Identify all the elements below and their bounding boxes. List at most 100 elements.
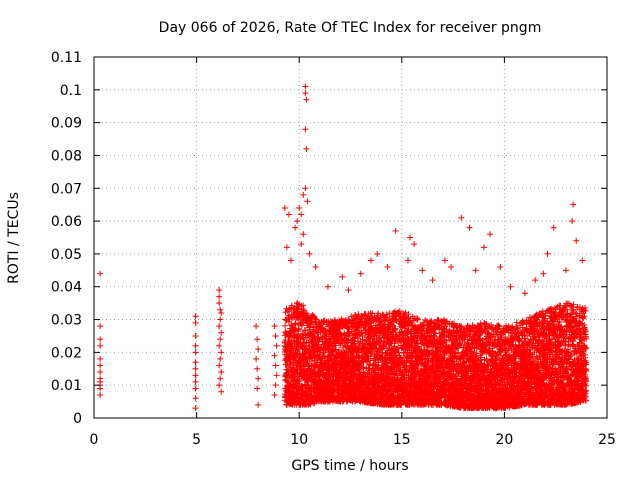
chart-title: Day 066 of 2026, Rate Of TEC Index for r… [159,20,542,36]
data-point [411,241,418,248]
data-point [292,224,299,231]
data-point [294,332,301,339]
data-point [255,375,262,382]
data-point [216,300,223,307]
data-point [192,385,199,392]
data-point [283,244,290,251]
data-point [307,353,314,360]
data-point [302,90,309,97]
data-point [216,382,223,389]
data-point [272,362,279,369]
data-point [272,382,279,389]
data-point [296,204,303,211]
data-point [288,338,295,345]
data-point [271,352,278,359]
data-point [404,257,411,264]
data-point [521,290,528,297]
data-point [217,375,224,382]
data-point [192,365,199,372]
data-point [253,355,260,362]
data-point [339,273,346,280]
data-point [97,323,104,330]
data-point [192,332,199,339]
data-point [458,214,465,221]
data-points [97,83,590,412]
data-point [97,355,104,362]
data-point [414,316,421,323]
data-point [392,227,399,234]
data-point [544,250,551,257]
data-point [540,270,547,277]
data-point [192,378,199,385]
data-point [329,347,336,354]
data-point [255,346,262,353]
data-point [291,321,298,328]
data-point [281,204,288,211]
data-point [192,319,199,326]
data-point [304,198,311,205]
data-point [217,306,224,313]
data-point [254,385,261,392]
data-point [192,359,199,366]
data-point [216,342,223,349]
data-point [323,319,330,326]
data-point [332,342,339,349]
data-point [97,369,104,376]
data-point [340,344,347,351]
data-point [497,264,504,271]
data-point [97,362,104,369]
data-point [218,309,225,316]
data-point [218,369,225,376]
data-point [255,401,262,408]
data-point [254,365,261,372]
data-point [306,250,313,257]
data-point [344,329,351,336]
data-point [550,224,557,231]
data-point [294,218,301,225]
data-point [271,392,278,399]
data-point [480,244,487,251]
data-point [217,316,224,323]
data-point [192,405,199,412]
data-point [302,83,309,90]
data-point [217,336,224,343]
data-point [532,277,539,284]
data-point [466,224,473,231]
data-point [345,287,352,294]
data-point [507,283,514,290]
data-point [384,264,391,271]
data-point [429,277,436,284]
data-point [285,318,292,325]
data-point [192,372,199,379]
data-point [487,231,494,238]
data-point [300,191,307,198]
data-point [569,218,576,225]
data-point [573,237,580,244]
data-point [285,211,292,218]
data-point [312,264,319,271]
data-point [317,378,324,385]
data-point [273,342,280,349]
data-point [472,267,479,274]
data-point [97,342,104,349]
data-point [562,267,569,274]
data-point [97,336,104,343]
data-point [323,330,330,337]
data-point [282,337,289,344]
data-point [218,388,225,395]
data-point [570,201,577,208]
data-point [192,395,199,402]
data-point [579,257,586,264]
data-point [192,349,199,356]
data-point [97,270,104,277]
data-point [192,342,199,349]
data-point [333,346,340,353]
data-point [97,385,104,392]
data-point [216,323,223,330]
data-point [287,257,294,264]
data-point [218,349,225,356]
data-point [298,211,305,218]
data-point [307,323,314,330]
data-point [272,332,279,339]
